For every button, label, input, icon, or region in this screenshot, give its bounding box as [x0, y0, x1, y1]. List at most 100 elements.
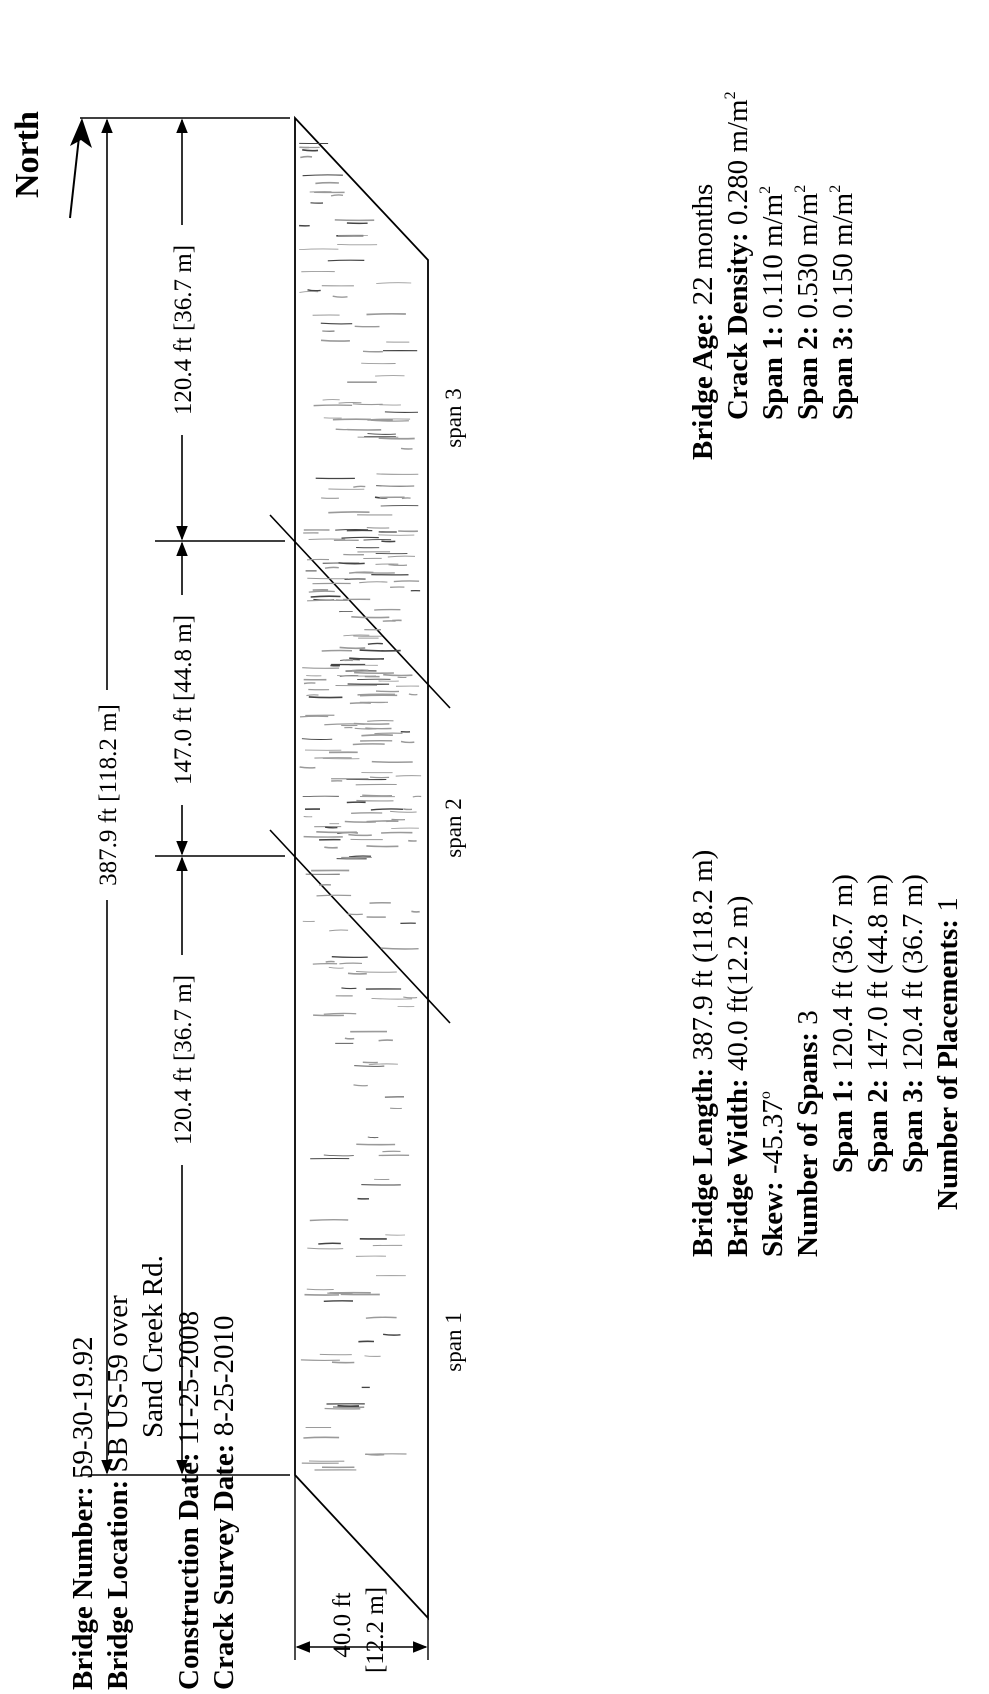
deck-outline — [294, 115, 429, 1621]
width-dimension: 40.0 ft [12.2 m] — [295, 1587, 428, 1673]
crack-mark — [383, 673, 413, 677]
crack-mark — [367, 719, 394, 722]
crack-mark — [313, 404, 353, 407]
width-m-label: [12.2 m] — [362, 1587, 389, 1673]
info-span2-length: Span 2: 147.0 ft (44.8 m) — [862, 874, 894, 1173]
crack-mark — [348, 833, 372, 837]
crack-mark — [348, 855, 372, 858]
crack-mark — [300, 1359, 340, 1362]
span1-length-label: 120.4 ft [36.7 m] — [170, 975, 197, 1145]
crack-mark — [318, 1242, 341, 1245]
crack-mark — [341, 536, 379, 539]
crack-mark — [393, 580, 420, 583]
crack-mark — [339, 962, 363, 965]
info-span1-density: Span 1: 0.110 m/m2 — [757, 186, 789, 420]
crack-mark — [367, 433, 396, 435]
crack-mark — [351, 616, 390, 619]
crack-mark — [302, 148, 319, 152]
pier-line-1 — [269, 829, 451, 1024]
crack-mark — [349, 657, 385, 660]
crack-mark — [303, 1436, 340, 1439]
crack-mark — [400, 447, 413, 450]
crack-mark — [347, 972, 367, 975]
crack-mark — [401, 497, 411, 500]
crack-mark — [365, 727, 392, 730]
info-block-middle: Bridge Length: 387.9 ft (118.2 m) Bridge… — [687, 850, 964, 1257]
crack-mark — [374, 732, 403, 735]
crack-mark — [359, 649, 401, 652]
crack-mark — [329, 929, 349, 932]
info-block-left: Bridge Number: 59-30-19.92 Bridge Locati… — [67, 1255, 240, 1690]
crack-mark — [299, 291, 319, 293]
crack-mark — [352, 743, 385, 746]
total-length-label: 387.9 ft [118.2 m] — [95, 704, 122, 886]
info-span2-density: Span 2: 0.530 m/m2 — [792, 185, 824, 420]
info-crack-density: Crack Density: 0.280 m/m2 — [722, 91, 754, 420]
info-block-right: Bridge Age: 22 months Crack Density: 0.2… — [687, 91, 859, 460]
info-number-of-placements: Number of Placements: 1 — [932, 897, 964, 1210]
width-ft-label: 40.0 ft — [329, 1592, 356, 1657]
crack-mark — [299, 248, 339, 251]
crack-mark — [323, 1154, 354, 1157]
crack-mark — [382, 1333, 401, 1336]
crack-mark — [400, 740, 415, 744]
info-span1-length: Span 1: 120.4 ft (36.7 m) — [827, 874, 859, 1173]
crack-mark — [371, 760, 413, 763]
crack-mark — [387, 555, 416, 558]
info-span3-density: Span 3: 0.150 m/m2 — [827, 185, 859, 420]
crack-mark — [411, 910, 420, 913]
crack-mark — [338, 562, 365, 565]
crack-mark — [302, 174, 343, 177]
crack-mark — [380, 947, 419, 950]
crack-mark — [365, 1316, 397, 1319]
info-bridge-location-cont: Sand Creek Rd. — [137, 1255, 169, 1438]
dimension-extension-lines — [80, 117, 290, 1476]
north-arrowhead-icon — [70, 118, 92, 148]
crack-mark — [324, 723, 365, 726]
crack-mark — [368, 1063, 398, 1066]
crack-mark — [310, 595, 341, 598]
span-label-2: span 2 — [441, 798, 466, 857]
crack-mark — [302, 667, 340, 669]
crack-mark — [353, 485, 366, 488]
crack-mark — [299, 715, 329, 718]
crack-mark — [366, 312, 406, 316]
crack-mark — [301, 738, 333, 740]
north-arrow-icon — [69, 127, 81, 219]
crack-mark — [332, 295, 348, 298]
span-dimensions: 120.4 ft [36.7 m] 147.0 ft [44.8 m] 120.… — [170, 118, 197, 1475]
crack-mark — [366, 820, 399, 823]
crack-mark — [315, 181, 339, 185]
crack-mark — [384, 411, 419, 413]
crack-mark — [320, 322, 353, 325]
crack-mark — [300, 155, 313, 159]
crack-mark — [364, 1355, 381, 1357]
crack-mark — [341, 987, 357, 990]
crack-mark — [354, 1065, 385, 1067]
info-bridge-width: Bridge Width: 40.0 ft(12.2 m) — [722, 896, 754, 1257]
crack-mark — [390, 810, 417, 813]
info-span3-length: Span 3: 120.4 ft (36.7 m) — [897, 874, 929, 1173]
crack-mark — [344, 1037, 355, 1040]
info-number-of-spans: Number of Spans: 3 — [792, 1010, 824, 1257]
crack-mark — [351, 669, 369, 672]
crack-mark — [362, 794, 393, 797]
crack-mark — [324, 846, 338, 849]
crack-mark — [316, 894, 352, 897]
crack-mark — [325, 826, 338, 829]
info-construction-date: Construction Date: 11-25-2008 — [173, 1311, 205, 1690]
crack-mark — [388, 563, 408, 567]
crack-mark — [328, 966, 344, 969]
crack-mark — [324, 566, 339, 569]
crack-mark — [359, 581, 388, 584]
crack-mark — [367, 1136, 379, 1139]
info-crack-survey-date: Crack Survey Date: 8-25-2010 — [208, 1315, 240, 1690]
crack-mark — [308, 590, 335, 593]
crack-mark — [363, 539, 392, 541]
info-bridge-age: Bridge Age: 22 months — [687, 184, 719, 460]
crack-mark — [353, 1084, 368, 1087]
bridge-deck — [269, 115, 451, 1660]
north-label: North — [9, 111, 46, 198]
pier-line-2 — [269, 514, 451, 709]
